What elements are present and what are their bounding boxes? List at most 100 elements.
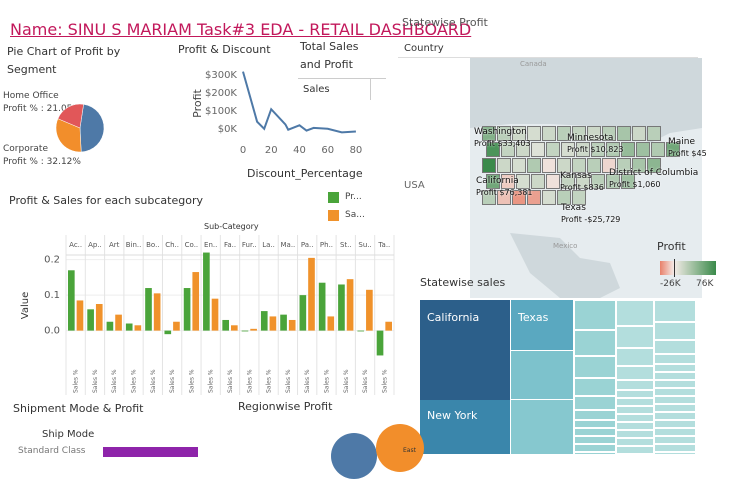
- treemap-tile[interactable]: [654, 372, 696, 380]
- subcat-bar-profit[interactable]: [87, 309, 94, 331]
- state-tile[interactable]: [651, 142, 665, 157]
- subcat-bar-profit[interactable]: [145, 288, 152, 331]
- shipment-bar-standard[interactable]: [103, 447, 198, 457]
- treemap-tile[interactable]: [654, 452, 696, 455]
- treemap-tile-new-york[interactable]: New York: [420, 400, 510, 454]
- treemap-tile[interactable]: [654, 404, 696, 412]
- state-tile[interactable]: [557, 126, 571, 141]
- state-tile[interactable]: [512, 158, 526, 173]
- treemap-tile[interactable]: [654, 388, 696, 396]
- subcat-bar-sales[interactable]: [153, 293, 161, 331]
- subcat-bar-sales[interactable]: [366, 289, 373, 331]
- subcat-bar-profit[interactable]: [203, 252, 210, 331]
- treemap-tile[interactable]: [616, 430, 654, 438]
- state-tile[interactable]: [606, 142, 620, 157]
- subcat-bar-profit[interactable]: [125, 323, 133, 331]
- state-tile[interactable]: [557, 158, 571, 173]
- treemap-tile[interactable]: [654, 444, 696, 452]
- subcat-bar-sales[interactable]: [173, 321, 180, 331]
- state-tile[interactable]: [602, 158, 616, 173]
- state-tile[interactable]: [602, 126, 616, 141]
- state-tile[interactable]: [572, 158, 586, 173]
- state-tile[interactable]: [576, 174, 590, 189]
- treemap-tile[interactable]: [574, 300, 616, 330]
- subcat-bar-profit[interactable]: [318, 282, 326, 331]
- treemap-tile[interactable]: [616, 414, 654, 422]
- state-tile[interactable]: [561, 142, 575, 157]
- treemap[interactable]: California New York Texas: [420, 300, 696, 454]
- subcat-bar-sales[interactable]: [76, 300, 84, 331]
- treemap-tile[interactable]: [616, 438, 654, 446]
- legend-sales-label[interactable]: Sa...: [345, 210, 365, 220]
- pie-slice-corporate[interactable]: [55, 118, 82, 153]
- subcat-bar-profit[interactable]: [376, 330, 384, 356]
- treemap-tile[interactable]: [616, 348, 654, 366]
- subcat-bar-profit[interactable]: [183, 288, 191, 331]
- state-tile[interactable]: [482, 190, 496, 205]
- subcat-bar-profit[interactable]: [280, 314, 287, 331]
- region-bubble-west[interactable]: [331, 433, 377, 479]
- subcat-bar-sales[interactable]: [288, 319, 296, 331]
- state-tile[interactable]: [546, 174, 560, 189]
- state-tile[interactable]: [636, 142, 650, 157]
- pie-slice-consumer[interactable]: [79, 103, 105, 153]
- state-tile[interactable]: [647, 126, 661, 141]
- state-tile[interactable]: [546, 142, 560, 157]
- treemap-tile[interactable]: [654, 436, 696, 444]
- treemap-tile[interactable]: [654, 364, 696, 372]
- treemap-tile[interactable]: [654, 340, 696, 354]
- treemap-tile-texas[interactable]: Texas: [511, 300, 573, 350]
- subcat-bar-sales[interactable]: [192, 272, 200, 331]
- state-tile[interactable]: [617, 126, 631, 141]
- state-tile[interactable]: [591, 174, 605, 189]
- subcat-bar-profit[interactable]: [164, 330, 172, 335]
- state-tile[interactable]: [542, 158, 556, 173]
- state-tile[interactable]: [501, 142, 515, 157]
- state-tile[interactable]: [512, 126, 526, 141]
- state-tile[interactable]: [527, 126, 541, 141]
- treemap-tile[interactable]: [654, 412, 696, 420]
- state-tile[interactable]: [497, 126, 511, 141]
- treemap-tile[interactable]: [574, 378, 616, 396]
- subcat-bar-sales[interactable]: [134, 325, 142, 331]
- subcat-bar-profit[interactable]: [106, 321, 114, 331]
- subcat-bar-sales[interactable]: [250, 328, 257, 331]
- map-area[interactable]: Canada Mexico: [470, 58, 702, 298]
- subcat-bar-sales[interactable]: [327, 316, 335, 331]
- subcategory-bar-chart[interactable]: 0.0 0.1 0.2 Ac.. Sales % Ap.. Sales % Art Sales …: [30, 235, 400, 400]
- state-tile[interactable]: [587, 126, 601, 141]
- subcat-bar-sales[interactable]: [308, 257, 315, 331]
- region-bubble-east[interactable]: East: [376, 424, 424, 472]
- state-tile[interactable]: [497, 158, 511, 173]
- state-tile[interactable]: [542, 126, 556, 141]
- state-tile[interactable]: [482, 158, 496, 173]
- state-tile[interactable]: [587, 158, 601, 173]
- treemap-tile[interactable]: [654, 300, 696, 322]
- discount-line-chart[interactable]: $0K $100K $200K $300K 0 20 40 60 80: [195, 60, 370, 160]
- state-tile[interactable]: [647, 158, 661, 173]
- state-tile[interactable]: [572, 126, 586, 141]
- state-tile[interactable]: [632, 126, 646, 141]
- state-tile[interactable]: [621, 142, 635, 157]
- state-tile[interactable]: [561, 174, 575, 189]
- state-tile[interactable]: [617, 158, 631, 173]
- subcat-bar-profit[interactable]: [222, 319, 229, 331]
- treemap-tile[interactable]: [574, 356, 616, 378]
- subcat-bar-sales[interactable]: [95, 304, 103, 331]
- treemap-tile[interactable]: [616, 398, 654, 406]
- subcat-bar-sales[interactable]: [211, 298, 219, 331]
- treemap-tile[interactable]: [616, 366, 654, 380]
- subcat-bar-profit[interactable]: [68, 270, 75, 331]
- subcat-bar-sales[interactable]: [115, 314, 122, 331]
- treemap-tile[interactable]: [654, 354, 696, 364]
- state-tile[interactable]: [576, 142, 590, 157]
- treemap-tile[interactable]: [654, 396, 696, 404]
- state-tile[interactable]: [516, 142, 530, 157]
- subcat-bar-profit[interactable]: [338, 284, 345, 331]
- treemap-tile[interactable]: [574, 330, 616, 356]
- state-tile[interactable]: [531, 174, 545, 189]
- treemap-tile[interactable]: [574, 436, 616, 444]
- treemap-tile[interactable]: [574, 396, 616, 410]
- treemap-tile[interactable]: [616, 326, 654, 348]
- state-tile[interactable]: [497, 190, 511, 205]
